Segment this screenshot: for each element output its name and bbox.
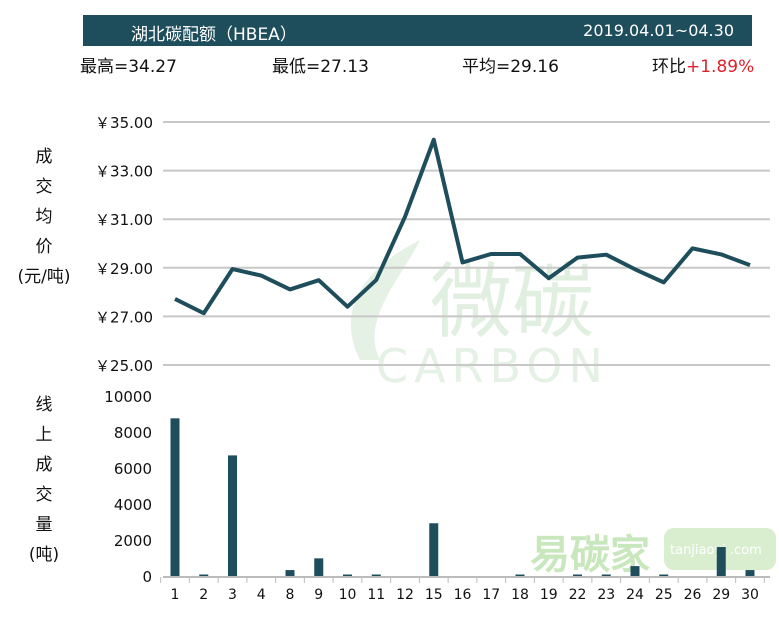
watermark2-en: tanjiaoyi .com — [670, 543, 762, 558]
volume-bar — [601, 574, 611, 576]
volume-bar — [228, 455, 237, 576]
x-tick-label: 9 — [314, 587, 323, 603]
mom-value: +1.89% — [686, 57, 755, 77]
x-tick-label: 2 — [199, 587, 208, 603]
ylabel-char: (元/吨) — [17, 267, 71, 287]
y-tick-label: ￥31.00 — [95, 211, 153, 229]
x-tick-label: 11 — [367, 587, 385, 603]
volume-bar — [745, 570, 755, 576]
ylabel-char: 价 — [35, 237, 53, 257]
stat-mom: 环比+1.89% — [652, 52, 754, 77]
ylabel-char: 上 — [35, 425, 53, 445]
ylabel-char: 交 — [35, 485, 53, 505]
title-bar: 湖北碳配额（HBEA） 2019.04.01~04.30 — [83, 15, 752, 46]
x-tick-label: 17 — [482, 587, 500, 603]
y-tick-label: 10000 — [104, 388, 152, 406]
stat-low: 最低=27.13 — [272, 57, 369, 77]
stat-avg: 平均=29.16 — [462, 57, 559, 77]
ylabel-char: 交 — [35, 177, 53, 197]
y-tick-label: ￥25.00 — [95, 357, 153, 375]
bar-ylabel: 线 上 成 交 量 (吨) — [9, 390, 79, 570]
x-tick-label: 16 — [454, 587, 472, 603]
mom-label: 环比 — [652, 57, 686, 77]
watermark-cn: 微碳 — [430, 255, 594, 350]
y-tick-label: 6000 — [114, 460, 152, 478]
ylabel-char: 线 — [35, 395, 53, 415]
y-tick-label: ￥29.00 — [95, 260, 153, 278]
logo-leaf-icon — [350, 240, 420, 360]
volume-bar — [515, 574, 525, 576]
watermark: 微碳 CARBON 易碳家 tanjiaoyi .com — [350, 240, 776, 578]
stat-high: 最高=34.27 — [80, 57, 177, 77]
ylabel-char: 成 — [35, 147, 53, 167]
volume-bar — [199, 574, 209, 576]
volume-bar — [314, 558, 324, 576]
x-tick-label: 26 — [684, 587, 702, 603]
volume-bar — [716, 547, 726, 576]
volume-bar — [343, 574, 352, 576]
ylabel-char: 量 — [35, 515, 53, 535]
y-tick-label: ￥35.00 — [95, 114, 153, 132]
x-tick-label: 15 — [425, 587, 443, 603]
y-tick-label: 8000 — [114, 424, 152, 442]
x-tick-label: 30 — [741, 587, 759, 603]
x-tick-label: 1 — [171, 587, 180, 603]
x-tick-label: 29 — [712, 587, 730, 603]
y-tick-label: 2000 — [114, 532, 152, 550]
chart-title: 湖北碳配额（HBEA） — [131, 25, 297, 45]
volume-bar — [285, 570, 295, 576]
x-tick-label: 12 — [396, 587, 414, 603]
ylabel-char: 成 — [35, 455, 53, 475]
y-tick-label: 0 — [142, 568, 152, 586]
period: 2019.04.01~04.30 — [583, 21, 734, 40]
y-tick-label: ￥27.00 — [95, 308, 153, 326]
x-tick-label: 24 — [626, 587, 644, 603]
y-tick-label: ￥33.00 — [95, 163, 153, 181]
ylabel-char: 均 — [35, 207, 53, 227]
volume-bar — [659, 574, 669, 576]
ylabel-char: (吨) — [28, 545, 60, 565]
x-tick-label: 4 — [257, 587, 266, 603]
volume-bar — [170, 418, 180, 576]
x-tick-label: 22 — [569, 587, 587, 603]
x-tick-label: 25 — [655, 587, 673, 603]
line-ylabel: 成 交 均 价 (元/吨) — [9, 142, 79, 292]
volume-bar — [371, 574, 381, 576]
x-tick-label: 10 — [339, 587, 357, 603]
x-tick-label: 23 — [597, 587, 615, 603]
volume-bar — [573, 574, 582, 576]
watermark2-cn: 易碳家 — [530, 532, 650, 578]
volume-bar — [429, 523, 439, 576]
x-tick-label: 19 — [540, 587, 558, 603]
x-tick-label: 18 — [511, 587, 529, 603]
volume-bar — [630, 566, 640, 576]
y-tick-label: 4000 — [114, 496, 152, 514]
x-tick-label: 3 — [228, 587, 237, 603]
x-tick-label: 8 — [286, 587, 295, 603]
